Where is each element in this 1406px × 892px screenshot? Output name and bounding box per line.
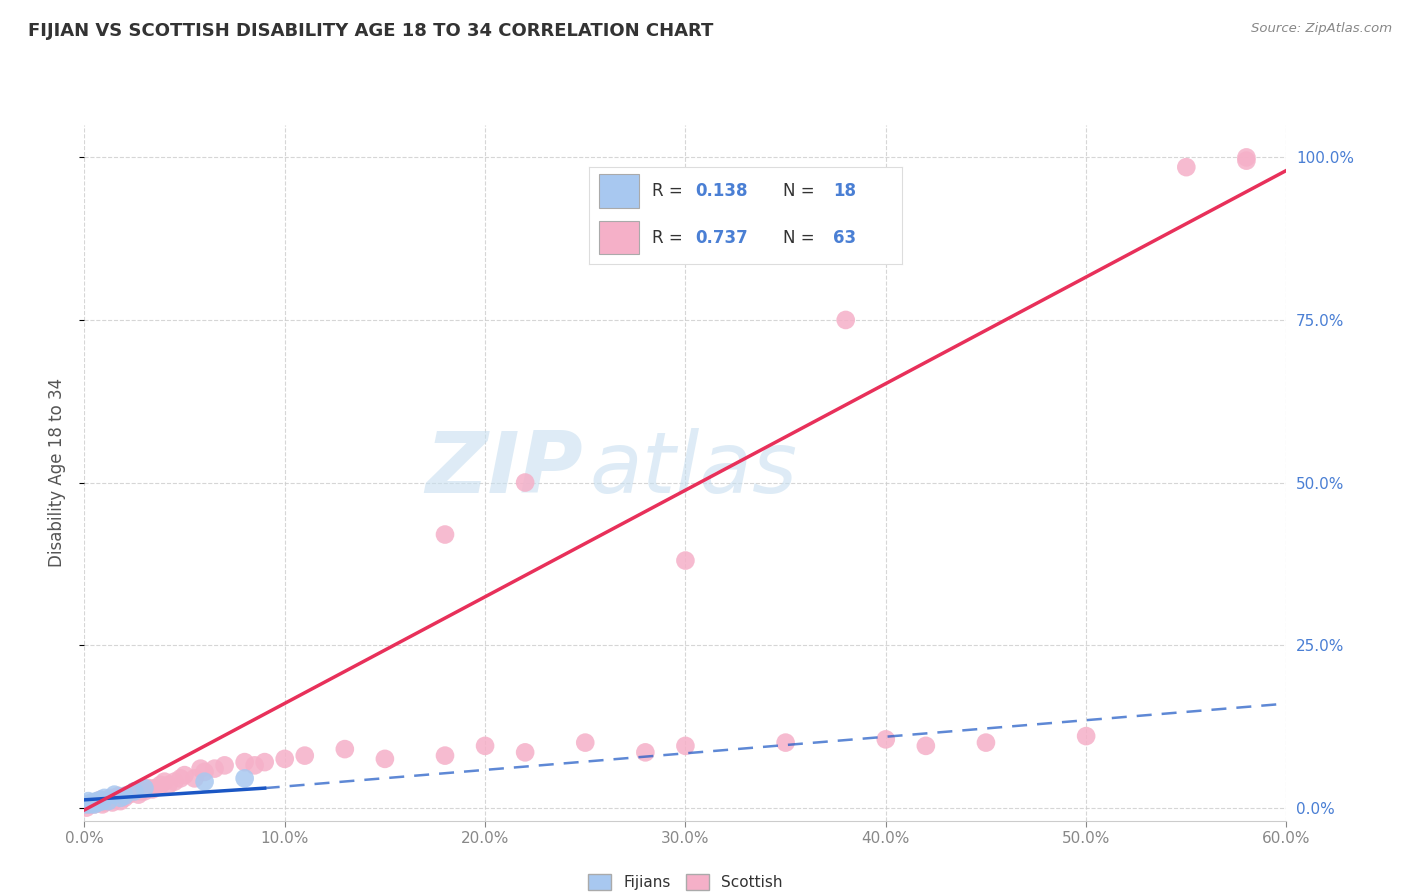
Point [97,794,120,808]
Point [86,796,108,810]
Point [101,796,124,810]
Point [243,758,266,772]
Point [434,527,457,541]
Point [163,774,186,789]
Point [124,784,146,798]
Y-axis label: Disability Age 18 to 34: Disability Age 18 to 34 [48,378,66,567]
Point [253,755,276,769]
Point [91,794,114,808]
Point [129,784,152,798]
Point [79,797,101,812]
Point [110,794,132,808]
Text: Source: ZipAtlas.com: Source: ZipAtlas.com [1251,22,1392,36]
Text: R =: R = [652,182,688,200]
Point [93,790,115,805]
Text: N =: N = [783,182,820,200]
Point [149,778,172,792]
Point [107,789,129,803]
Point [194,764,217,779]
Point [294,748,316,763]
Point [127,788,149,802]
Point [474,739,496,753]
Point [83,797,105,812]
FancyBboxPatch shape [599,221,640,254]
Point [974,736,997,750]
Point [835,313,858,327]
Point [1175,160,1198,174]
Point [114,789,135,803]
Point [103,788,125,802]
Point [173,768,195,782]
Text: R =: R = [652,228,688,247]
Point [775,736,797,750]
Point [204,762,226,776]
Legend: Fijians, Scottish: Fijians, Scottish [582,868,789,892]
Point [634,745,657,759]
Point [97,793,120,807]
Point [675,553,697,567]
Point [274,752,297,766]
Point [143,781,166,796]
Point [1234,150,1257,164]
Point [875,732,897,747]
Text: N =: N = [783,228,820,247]
Point [169,772,191,786]
Point [93,796,115,810]
Point [82,796,104,810]
Point [915,739,938,753]
Point [103,793,125,807]
Point [77,794,100,808]
Point [89,793,111,807]
Point [153,774,176,789]
Point [183,772,205,786]
Point [434,748,457,763]
Point [1076,729,1098,743]
Point [374,752,396,766]
Point [96,794,118,808]
Point [233,755,256,769]
Point [87,796,110,810]
Point [574,736,596,750]
Point [89,793,111,807]
Point [233,772,256,786]
Point [114,790,135,805]
Point [675,739,697,753]
Point [105,790,128,805]
Point [82,796,104,810]
Point [79,797,101,812]
Point [141,782,163,797]
Point [75,797,97,812]
Text: ZIP: ZIP [426,428,583,511]
Point [1234,153,1257,168]
Point [91,797,114,812]
Point [134,781,156,796]
Point [515,475,537,490]
Point [77,797,100,812]
Point [83,797,105,812]
Point [214,758,236,772]
Text: FIJIAN VS SCOTTISH DISABILITY AGE 18 TO 34 CORRELATION CHART: FIJIAN VS SCOTTISH DISABILITY AGE 18 TO … [28,22,713,40]
FancyBboxPatch shape [599,175,640,208]
Point [124,784,146,798]
Point [87,794,110,808]
Text: 0.138: 0.138 [696,182,748,200]
Point [515,745,537,759]
Point [110,790,132,805]
Point [75,800,97,814]
Point [86,794,108,808]
Point [138,781,160,796]
Text: atlas: atlas [589,428,797,511]
Text: 18: 18 [832,182,856,200]
Point [157,778,180,792]
Point [134,784,156,798]
Point [190,762,212,776]
Text: 63: 63 [832,228,856,247]
Point [333,742,356,756]
Text: 0.737: 0.737 [696,228,748,247]
Point [117,788,139,802]
Point [100,790,122,805]
Point [194,774,217,789]
